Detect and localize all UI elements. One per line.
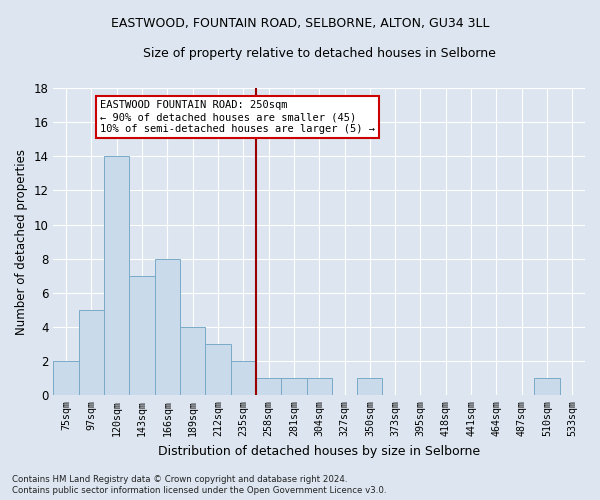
Bar [130, 276, 155, 396]
Bar [180, 327, 205, 396]
X-axis label: Distribution of detached houses by size in Selborne: Distribution of detached houses by size … [158, 444, 480, 458]
Bar [535, 378, 560, 396]
Text: Contains public sector information licensed under the Open Government Licence v3: Contains public sector information licen… [12, 486, 386, 495]
Title: Size of property relative to detached houses in Selborne: Size of property relative to detached ho… [143, 48, 496, 60]
Bar [307, 378, 332, 396]
Bar [155, 259, 180, 396]
Y-axis label: Number of detached properties: Number of detached properties [15, 148, 28, 334]
Bar [205, 344, 230, 396]
Bar [79, 310, 104, 396]
Bar [357, 378, 382, 396]
Text: Contains HM Land Registry data © Crown copyright and database right 2024.: Contains HM Land Registry data © Crown c… [12, 475, 347, 484]
Bar [53, 361, 79, 396]
Bar [281, 378, 307, 396]
Bar [230, 361, 256, 396]
Bar [256, 378, 281, 396]
Text: EASTWOOD, FOUNTAIN ROAD, SELBORNE, ALTON, GU34 3LL: EASTWOOD, FOUNTAIN ROAD, SELBORNE, ALTON… [111, 18, 489, 30]
Text: EASTWOOD FOUNTAIN ROAD: 250sqm
← 90% of detached houses are smaller (45)
10% of : EASTWOOD FOUNTAIN ROAD: 250sqm ← 90% of … [100, 100, 375, 134]
Bar [104, 156, 130, 396]
